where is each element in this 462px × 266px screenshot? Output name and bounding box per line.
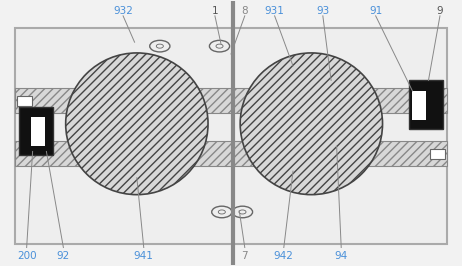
- Ellipse shape: [240, 53, 383, 195]
- Text: 7: 7: [242, 251, 248, 261]
- Text: 93: 93: [316, 6, 329, 16]
- Text: 200: 200: [17, 251, 36, 261]
- Text: 9: 9: [437, 6, 443, 16]
- Bar: [15, 88, 447, 113]
- Bar: [413, 91, 426, 120]
- Text: 92: 92: [57, 251, 70, 261]
- Text: 931: 931: [265, 6, 285, 16]
- Bar: [19, 107, 53, 155]
- Text: 1: 1: [212, 6, 218, 16]
- Bar: [17, 96, 32, 106]
- Text: 94: 94: [334, 251, 348, 261]
- Ellipse shape: [66, 53, 208, 195]
- Bar: [430, 149, 445, 159]
- Text: 941: 941: [134, 251, 154, 261]
- Bar: [15, 141, 447, 166]
- Text: 932: 932: [113, 6, 133, 16]
- Bar: [31, 117, 45, 146]
- Bar: [409, 80, 443, 129]
- Bar: [15, 28, 447, 244]
- Text: 91: 91: [369, 6, 382, 16]
- Text: 942: 942: [274, 251, 294, 261]
- Text: 8: 8: [242, 6, 248, 16]
